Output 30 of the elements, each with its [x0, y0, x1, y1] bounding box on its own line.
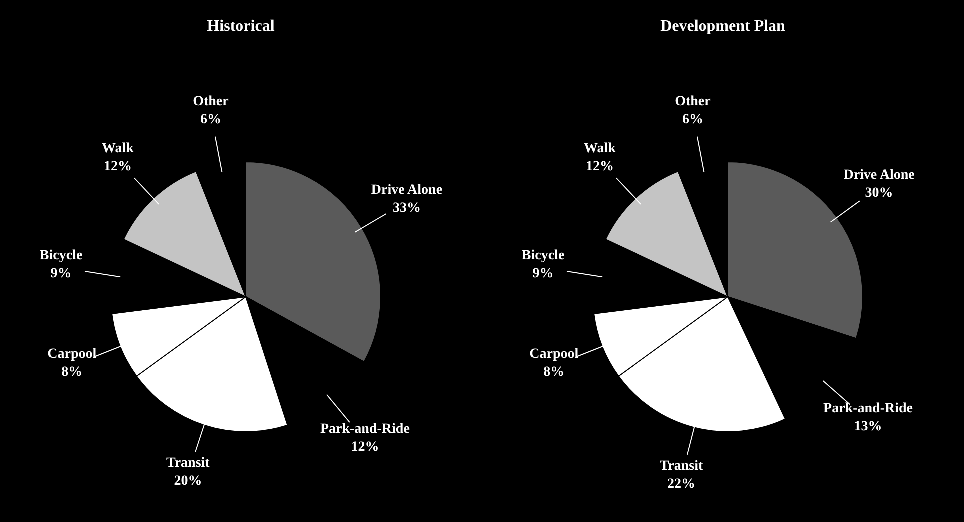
- data-label: 22%: [667, 477, 696, 492]
- slice-label: Drive Alone: [371, 182, 443, 198]
- slice-label: Other: [675, 94, 711, 110]
- chart-title: Historical: [206, 18, 276, 37]
- slice-label: Drive Alone: [844, 168, 915, 184]
- data-label: 30%: [865, 186, 894, 202]
- data-label: 8%: [62, 364, 83, 380]
- slice-label: Other: [193, 94, 229, 110]
- slice-label: Transit: [166, 456, 210, 471]
- data-label: 8%: [544, 364, 565, 380]
- slice-label: Bicycle: [40, 248, 83, 264]
- data-label: 6%: [200, 112, 222, 128]
- slice-label: Walk: [584, 142, 616, 157]
- slice-label: Carpool: [530, 346, 579, 362]
- data-label: 12%: [104, 160, 132, 175]
- data-label: 12%: [586, 160, 614, 175]
- chart-title: Development Plan: [660, 18, 786, 37]
- slice-label: Transit: [660, 459, 704, 474]
- data-label: 6%: [682, 112, 704, 128]
- slice-label: Walk: [102, 142, 134, 157]
- data-label: 33%: [392, 200, 421, 216]
- data-label: 13%: [854, 420, 882, 435]
- data-label: 9%: [532, 266, 554, 282]
- data-label: 12%: [351, 440, 380, 456]
- slice-label: Park-and-Ride: [824, 402, 913, 417]
- data-label: 20%: [174, 474, 202, 489]
- data-label: 9%: [50, 266, 72, 282]
- slice-label: Park-and-Ride: [320, 422, 410, 438]
- slice-label: Bicycle: [522, 248, 565, 264]
- slice-label: Carpool: [48, 346, 97, 362]
